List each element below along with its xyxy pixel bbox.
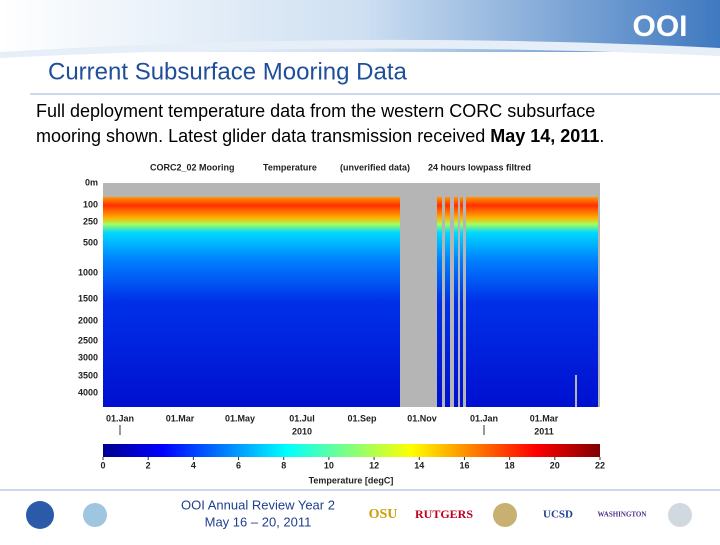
header-wave [0, 39, 720, 58]
heat-block [437, 197, 598, 407]
colorbar-tick-label: 16 [459, 460, 469, 470]
title: Current Subsurface Mooring Data [48, 58, 407, 85]
figure-title: (unverified data) [340, 162, 410, 172]
figure-title: 24 hours lowpass filtred [428, 162, 531, 172]
depth-label: 250 [83, 216, 98, 226]
heat-block [103, 197, 400, 407]
depth-label: 3000 [78, 352, 98, 362]
logo-icon [493, 503, 517, 527]
body-text: mooring shown. Latest glider data transm… [36, 126, 604, 146]
colorbar-tick-label: 2 [146, 460, 151, 470]
month-label: 01.May [225, 413, 255, 423]
colorbar-tick-label: 8 [281, 460, 286, 470]
colorbar-tick-label: 20 [550, 460, 560, 470]
colorbar-tick-label: 22 [595, 460, 605, 470]
colorbar-tick-label: 4 [191, 460, 196, 470]
depth-label: 1500 [78, 293, 98, 303]
depth-label: 100 [83, 199, 98, 209]
depth-label: 0m [85, 177, 98, 187]
colorbar-tick-label: 0 [100, 460, 105, 470]
month-label: 01.Mar [530, 413, 559, 423]
gaps [442, 197, 577, 407]
colorbar-tick-label: 6 [236, 460, 241, 470]
year-label: 2011 [534, 426, 554, 436]
depth-label: 500 [83, 237, 98, 247]
logo-text: OSU [369, 507, 398, 522]
figure-title: Temperature [263, 162, 317, 172]
logo-icon [26, 501, 54, 529]
month-label: 01.Jan [106, 413, 134, 423]
depth-label: 2500 [78, 335, 98, 345]
depth-label: 2000 [78, 315, 98, 325]
body-text: . [599, 126, 604, 146]
logo-text: WASHINGTON [598, 511, 647, 519]
depth-label: 4000 [78, 387, 98, 397]
logo-text: UCSD [543, 509, 573, 521]
logo-text: RUTGERS [415, 507, 473, 521]
footer-text: OOI Annual Review Year 2 [181, 497, 335, 512]
colorbar-tick-label: 10 [324, 460, 334, 470]
logo: OOI [632, 10, 687, 43]
month-label: 01.Nov [407, 413, 437, 423]
figure-title: CORC2_02 Mooring [150, 162, 235, 172]
logo-icon [83, 503, 107, 527]
month-label: 01.Jul [289, 413, 315, 423]
footer-text: May 16 – 20, 2011 [205, 514, 312, 529]
colorbar [103, 444, 600, 457]
colorbar-tick-label: 12 [369, 460, 379, 470]
colorbar-tick-label: 18 [505, 460, 515, 470]
body-bold: May 14, 2011 [490, 126, 599, 146]
body-text: mooring shown. Latest glider data transm… [36, 126, 490, 146]
year-label: 2010 [292, 426, 312, 436]
month-label: 01.Mar [166, 413, 195, 423]
colorbar-tick-label: 14 [414, 460, 424, 470]
depth-label: 1000 [78, 267, 98, 277]
month-label: 01.Sep [347, 413, 377, 423]
colorbar-label: Temperature [degC] [309, 475, 394, 485]
month-label: 01.Jan [470, 413, 498, 423]
depth-label: 3500 [78, 370, 98, 380]
logo-icon [668, 503, 692, 527]
body-text: Full deployment temperature data from th… [36, 101, 595, 121]
